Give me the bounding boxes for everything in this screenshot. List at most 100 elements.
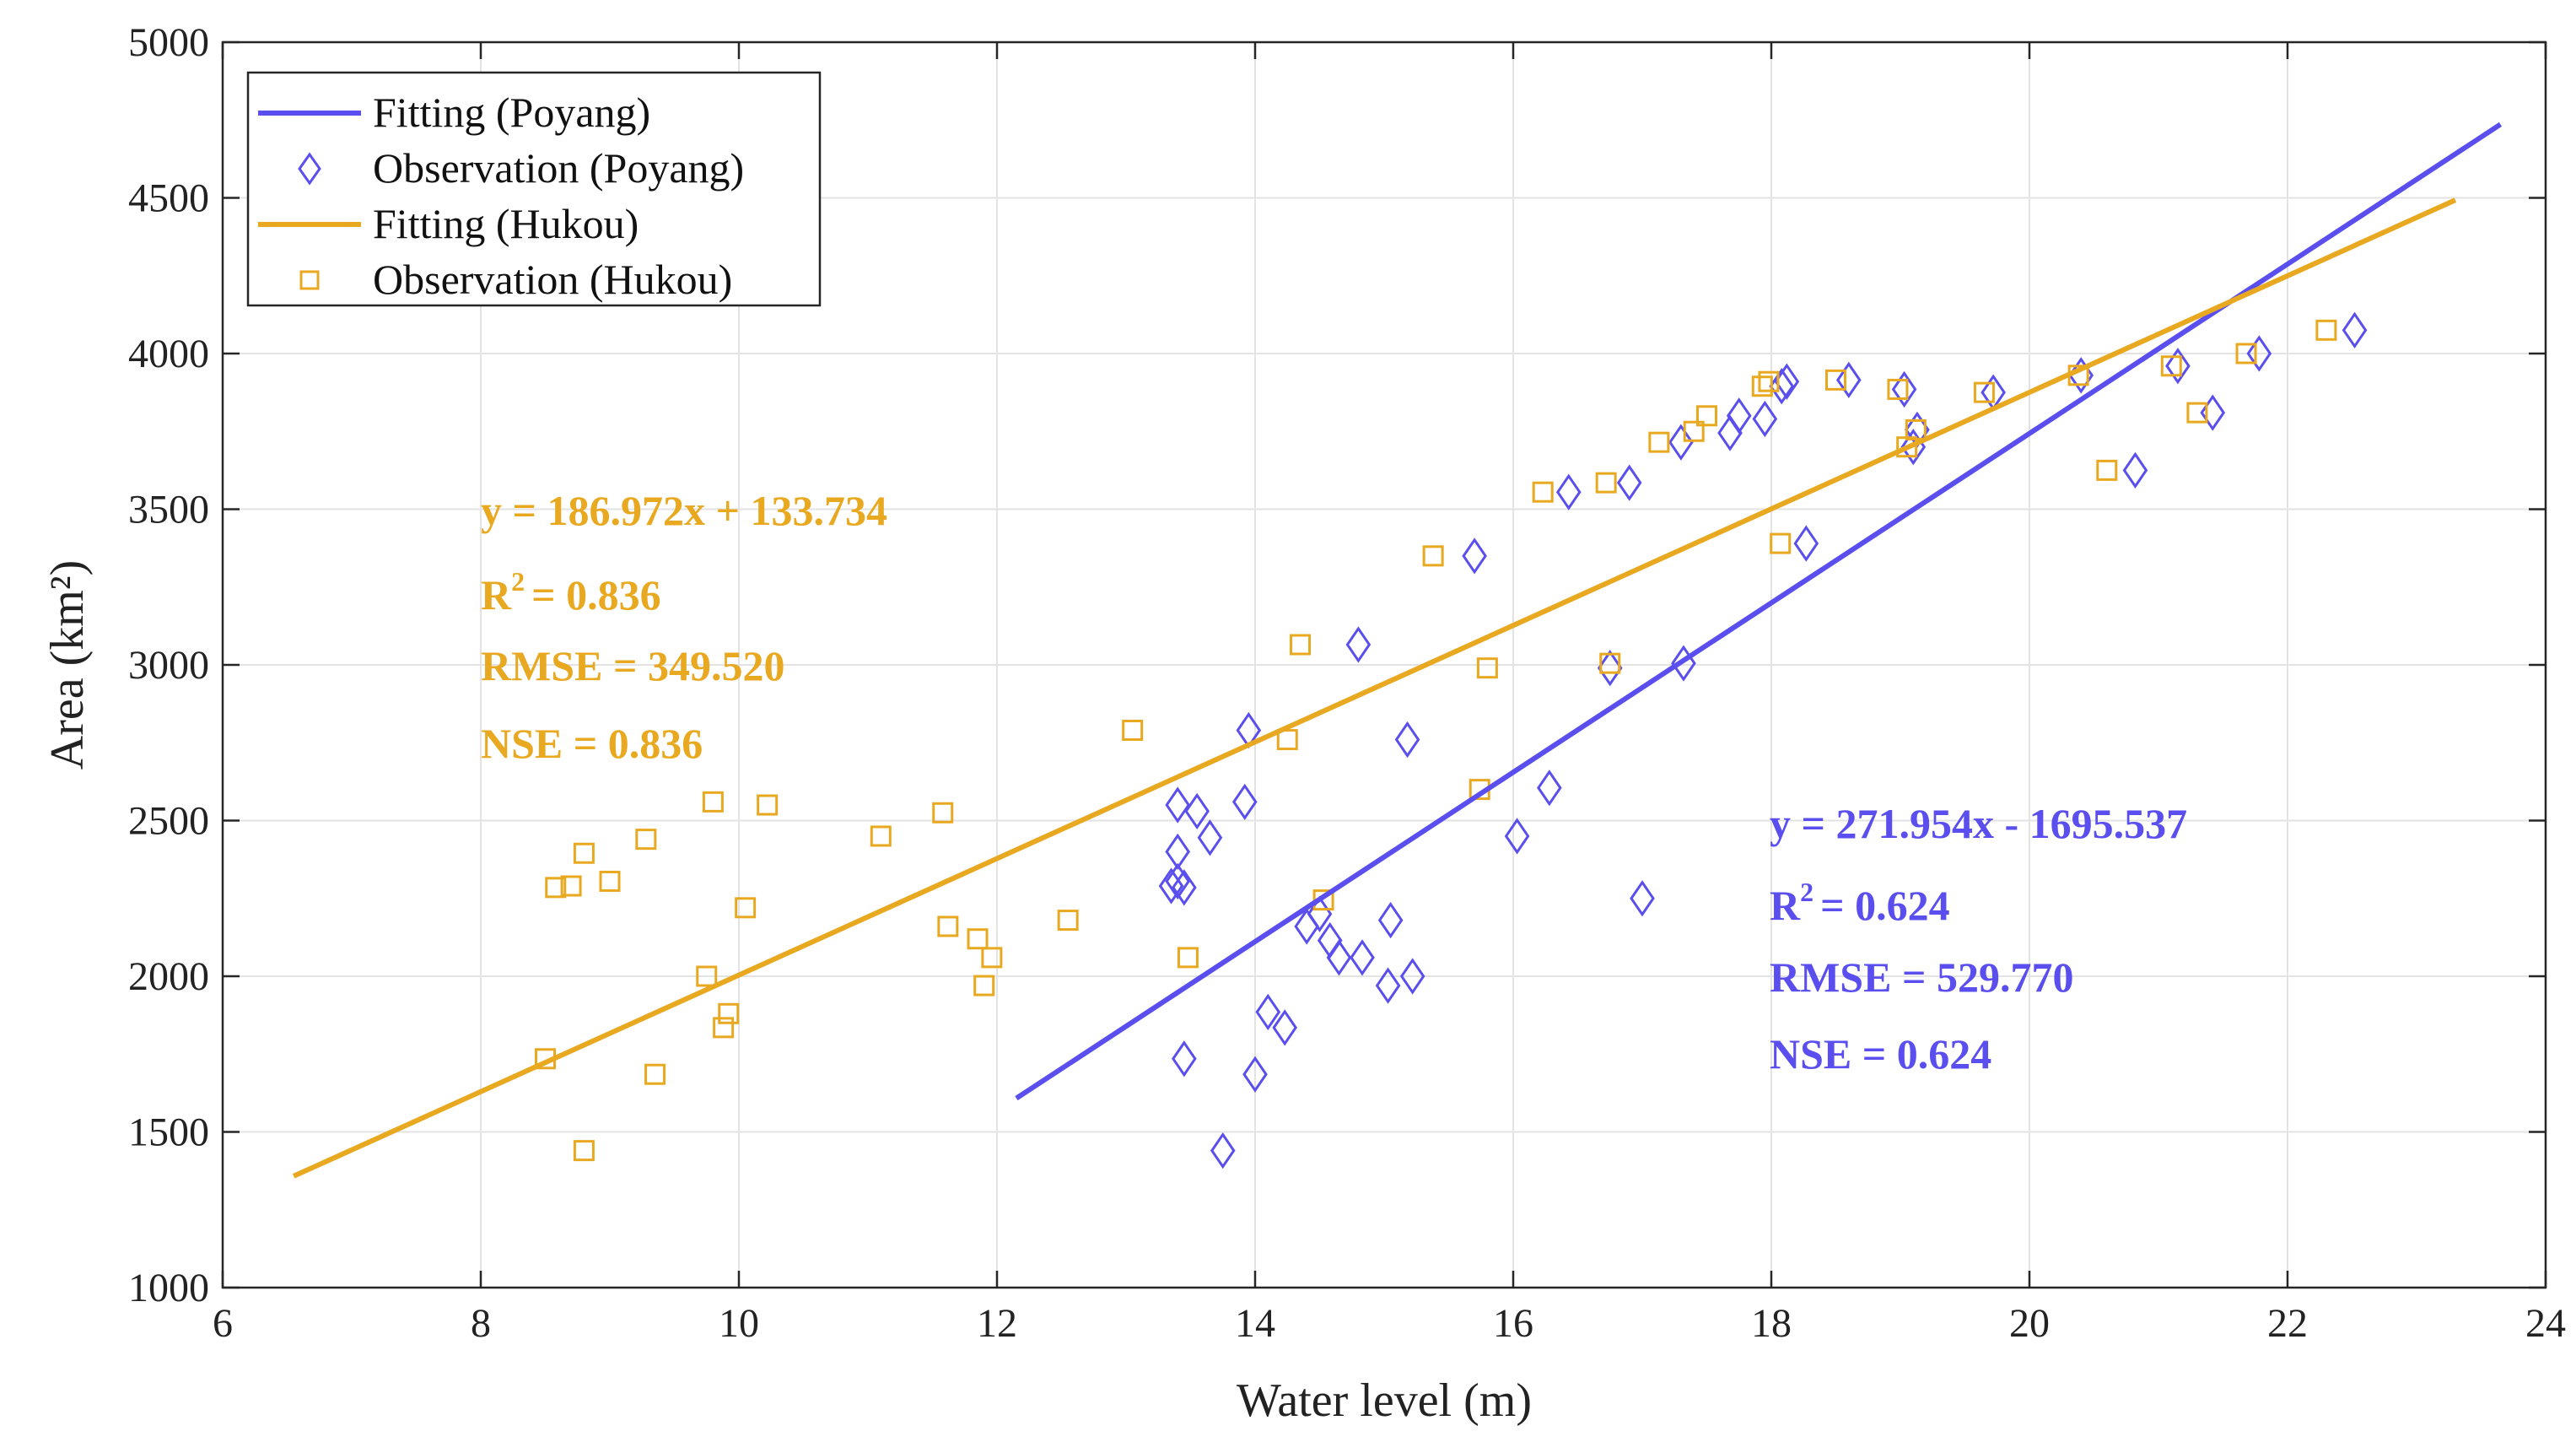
- data-point-square: [573, 842, 595, 864]
- poyang-r2-value: = 0.624: [1820, 882, 1950, 929]
- y-tick-label: 2500: [128, 799, 209, 844]
- data-point-square: [1751, 375, 1773, 397]
- data-point-square: [1973, 381, 1995, 403]
- poyang-equation: y = 271.954x - 1695.537: [1770, 800, 2187, 847]
- y-tick-label: 2000: [128, 954, 209, 999]
- poyang-r2-label: R: [1770, 882, 1801, 929]
- poyang-rmse: RMSE = 529.770: [1770, 953, 2073, 1001]
- legend-label-observation-hukou: Observation (Hukou): [373, 256, 732, 303]
- data-point-diamond: [1537, 770, 1562, 807]
- data-point-diamond: [1774, 363, 1800, 400]
- data-point-square: [1599, 652, 1621, 674]
- data-point-diamond: [2122, 451, 2148, 489]
- x-tick-label: 6: [213, 1301, 233, 1346]
- data-point-square: [981, 947, 1003, 969]
- hukou-r2: R2 = 0.836: [481, 566, 661, 618]
- legend-marker-square: [299, 270, 320, 290]
- data-point-square: [735, 897, 757, 919]
- legend-marker-diamond: [298, 152, 321, 186]
- hukou-nse: NSE = 0.836: [481, 720, 703, 767]
- data-point-square: [1422, 545, 1444, 567]
- data-point-diamond: [1172, 1040, 1197, 1077]
- data-point-square: [635, 829, 657, 851]
- data-point-diamond: [1616, 464, 1642, 501]
- data-point-diamond: [1255, 993, 1281, 1031]
- data-point-square: [573, 1140, 595, 1162]
- data-point-square: [2160, 355, 2182, 377]
- series-diamond-points: [1158, 311, 2368, 1169]
- hukou-r2-label: R: [481, 571, 512, 618]
- data-point-diamond: [1726, 397, 1752, 435]
- data-point-square: [718, 1002, 740, 1024]
- x-tick-label: 24: [2525, 1301, 2566, 1346]
- data-point-square: [1122, 719, 1144, 741]
- data-point-square: [1825, 369, 1846, 391]
- hukou-r2-value: = 0.836: [531, 571, 661, 618]
- poyang-r2-superscript: 2: [1800, 877, 1813, 907]
- data-point-diamond: [1350, 939, 1375, 976]
- data-point-square: [599, 870, 621, 892]
- data-point-square: [1648, 431, 1670, 453]
- axis-ticks: 6 8 10 12 14 16 18 20 22 241000150020002500300035…: [128, 20, 2566, 1346]
- data-point-diamond: [2342, 311, 2368, 348]
- y-tick-label: 1500: [128, 1110, 209, 1155]
- data-point-diamond: [1165, 833, 1191, 871]
- data-point-diamond: [1184, 792, 1210, 830]
- y-tick-label: 3000: [128, 643, 209, 688]
- data-point-square: [545, 877, 567, 899]
- data-point-diamond: [1172, 869, 1197, 906]
- x-tick-label: 20: [2009, 1301, 2050, 1346]
- x-tick-label: 22: [2267, 1301, 2308, 1346]
- data-point-diamond: [1752, 400, 1778, 438]
- data-point-diamond: [1210, 1131, 1236, 1169]
- data-point-diamond: [1891, 370, 1917, 408]
- annotation-hukou: y = 186.972x + 133.734 R2 = 0.836 RMSE = …: [481, 487, 887, 767]
- data-point-diamond: [1197, 819, 1223, 856]
- fit-line: [1015, 122, 2503, 1101]
- fit-line: [292, 197, 2457, 1179]
- y-tick-label: 4500: [128, 176, 209, 221]
- data-point-square: [1758, 370, 1780, 392]
- data-point-diamond: [1231, 783, 1258, 821]
- x-axis-title: Water level (m): [1237, 1374, 1532, 1427]
- data-point-diamond: [2165, 348, 2191, 385]
- poyang-r2: R2 = 0.624: [1770, 877, 1950, 929]
- data-point-diamond: [1242, 1056, 1268, 1093]
- data-point-diamond: [1504, 818, 1530, 855]
- series-layer: [292, 122, 2503, 1179]
- hukou-rmse: RMSE = 349.520: [481, 642, 784, 689]
- data-point-square: [1177, 947, 1199, 969]
- legend-label-observation-poyang: Observation (Poyang): [373, 144, 744, 192]
- hukou-r2-superscript: 2: [511, 566, 525, 597]
- data-point-diamond: [1769, 368, 1795, 405]
- data-point-diamond: [1326, 939, 1352, 976]
- data-point-diamond: [1375, 967, 1401, 1004]
- x-tick-label: 10: [719, 1301, 759, 1346]
- data-point-square: [973, 975, 995, 996]
- data-point-diamond: [1462, 537, 1487, 575]
- data-point-diamond: [2246, 335, 2272, 372]
- data-point-diamond: [1668, 424, 1694, 461]
- y-tick-label: 1000: [128, 1266, 209, 1310]
- data-point-diamond: [1272, 1009, 1298, 1046]
- data-point-square: [2315, 319, 2337, 341]
- data-point-square: [1887, 378, 1909, 400]
- data-point-square: [2186, 402, 2208, 424]
- y-axis-title: Area (km²): [41, 560, 94, 770]
- data-point-square: [1532, 481, 1554, 503]
- legend-label-fitting-hukou: Fitting (Hukou): [373, 200, 639, 247]
- x-tick-label: 18: [1751, 1301, 1792, 1346]
- data-point-square: [870, 825, 892, 847]
- data-point-diamond: [1555, 473, 1582, 510]
- hukou-equation: y = 186.972x + 133.734: [481, 487, 887, 534]
- data-point-square: [932, 802, 954, 824]
- data-point-square: [1905, 419, 1927, 440]
- data-point-diamond: [1165, 786, 1191, 824]
- data-point-square: [1476, 657, 1498, 679]
- data-point-square: [1595, 472, 1617, 494]
- data-point-square: [937, 915, 959, 937]
- data-point-square: [2096, 459, 2118, 481]
- data-point-square: [1683, 420, 1705, 442]
- x-tick-label: 14: [1235, 1301, 1275, 1346]
